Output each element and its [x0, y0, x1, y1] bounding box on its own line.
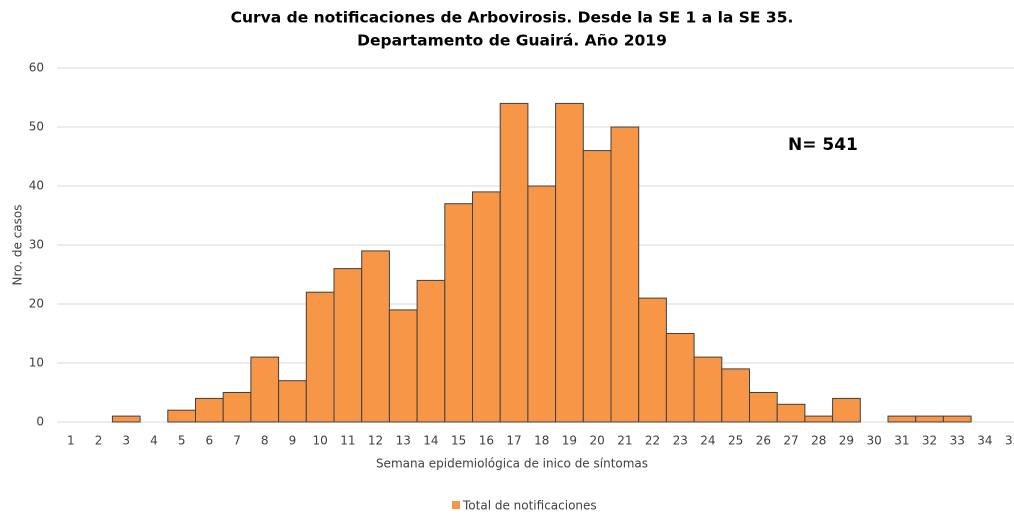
x-tick-label: 24: [700, 434, 715, 448]
x-tick-label: 19: [562, 434, 577, 448]
bar: [721, 368, 750, 423]
bar: [388, 309, 418, 423]
bar: [527, 185, 557, 423]
x-tick-label: 25: [728, 434, 743, 448]
y-tick-label: 20: [29, 297, 44, 311]
y-tick-label: 50: [29, 120, 44, 134]
x-tick-label: 33: [950, 434, 965, 448]
x-tick-label: 34: [977, 434, 992, 448]
bar: [333, 268, 363, 423]
y-tick-label: 60: [29, 61, 44, 75]
bar: [915, 415, 944, 423]
x-tick-label: 15: [451, 434, 466, 448]
x-tick-label: 18: [534, 434, 549, 448]
chart-title: Departamento de Guairá. Año 2019: [357, 32, 667, 50]
x-tick-label: 14: [423, 434, 438, 448]
bar: [638, 297, 667, 423]
y-tick-label: 40: [29, 179, 44, 193]
x-tick-label: 17: [506, 434, 521, 448]
x-tick-label: 11: [340, 434, 355, 448]
bar: [472, 191, 501, 423]
bar: [222, 392, 252, 423]
x-tick-label: 26: [756, 434, 771, 448]
bar: [361, 250, 390, 423]
y-tick-label: 0: [36, 415, 44, 429]
bar: [444, 203, 473, 423]
bar: [250, 356, 280, 423]
x-tick-label: 1: [67, 434, 75, 448]
x-tick-label: 28: [811, 434, 826, 448]
x-tick-label: 31: [894, 434, 909, 448]
x-tick-label: 16: [479, 434, 494, 448]
x-tick-label: 21: [617, 434, 632, 448]
x-tick-label: 6: [206, 434, 214, 448]
bar: [832, 397, 861, 423]
x-tick-label: 3: [122, 434, 130, 448]
chart-title: Curva de notificaciones de Arbovirosis. …: [231, 9, 794, 27]
x-tick-label: 27: [783, 434, 798, 448]
annotation: N= 541: [788, 135, 858, 155]
bar: [499, 102, 529, 423]
y-tick-label: 30: [29, 238, 44, 252]
x-tick-label: 29: [839, 434, 854, 448]
bar: [942, 415, 972, 423]
x-tick-label: 32: [922, 434, 937, 448]
bar: [776, 403, 806, 423]
x-axis-label: Semana epidemiológica de inico de síntom…: [376, 457, 648, 471]
bar: [804, 415, 834, 423]
x-tick-label: 35: [1005, 434, 1014, 448]
x-tick-label: 4: [150, 434, 158, 448]
bar: [665, 333, 695, 423]
bar: [555, 102, 584, 423]
bar: [195, 397, 224, 423]
bar: [278, 380, 307, 423]
bar: [693, 356, 723, 423]
x-tick-label: 30: [867, 434, 882, 448]
bar: [305, 291, 335, 423]
bar: [749, 392, 778, 423]
bar: [111, 415, 141, 423]
x-tick-label: 9: [289, 434, 297, 448]
bar: [610, 126, 640, 423]
x-tick-label: 22: [645, 434, 660, 448]
x-tick-label: 13: [396, 434, 411, 448]
y-axis-label: Nro. de casos: [11, 204, 25, 285]
bar: [167, 409, 197, 423]
y-tick-label: 10: [29, 356, 44, 370]
bar: [582, 150, 612, 423]
x-tick-label: 5: [178, 434, 186, 448]
x-tick-label: 10: [313, 434, 328, 448]
x-tick-label: 23: [673, 434, 688, 448]
bar: [887, 415, 917, 423]
legend-label: Total de notificaciones: [462, 499, 597, 513]
x-tick-label: 20: [590, 434, 605, 448]
bar: [416, 279, 446, 423]
x-tick-label: 2: [95, 434, 103, 448]
x-tick-label: 8: [261, 434, 269, 448]
legend-swatch: [452, 501, 460, 509]
x-tick-label: 12: [368, 434, 383, 448]
x-tick-label: 7: [233, 434, 241, 448]
